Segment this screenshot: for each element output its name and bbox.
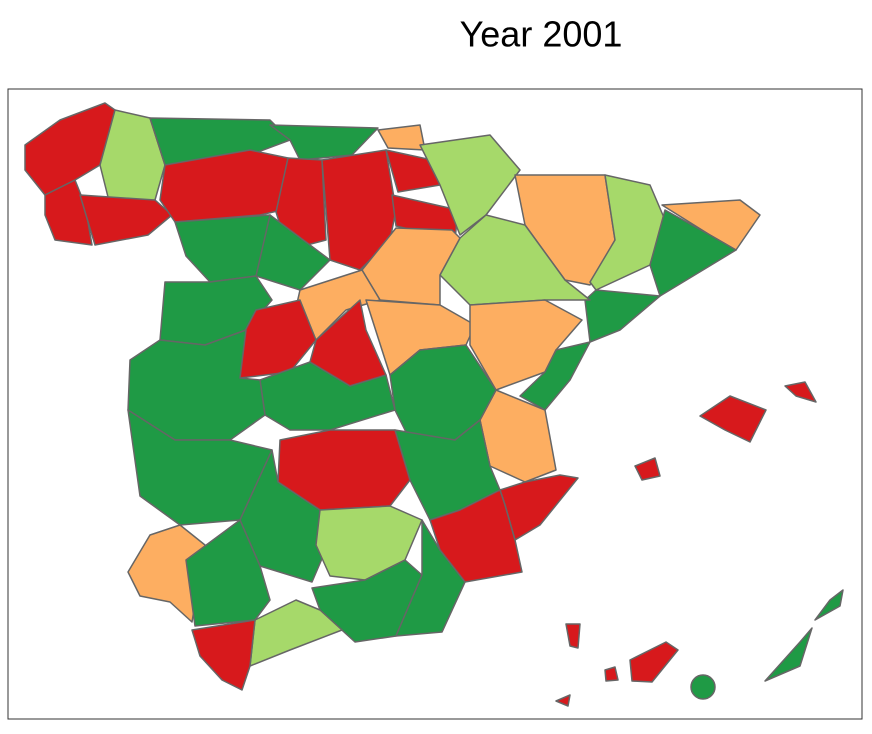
province — [584, 289, 661, 343]
province — [174, 214, 271, 283]
province — [79, 194, 173, 246]
map-frame — [7, 88, 863, 720]
province — [690, 674, 716, 700]
province — [259, 361, 396, 431]
province — [634, 457, 661, 481]
province — [814, 589, 844, 621]
province — [185, 519, 271, 627]
province — [149, 117, 291, 166]
province — [269, 124, 379, 161]
province — [649, 209, 737, 297]
province — [565, 623, 581, 649]
province — [699, 395, 767, 443]
provinces — [24, 102, 844, 707]
map-title: Year 2001 — [460, 14, 623, 55]
province — [159, 149, 289, 223]
province — [24, 102, 116, 196]
province — [784, 381, 817, 403]
province — [604, 666, 619, 682]
province — [191, 619, 256, 691]
province — [555, 694, 571, 707]
province — [395, 519, 466, 637]
province — [589, 174, 666, 291]
province — [377, 124, 426, 151]
province — [764, 627, 813, 682]
province — [629, 641, 679, 683]
